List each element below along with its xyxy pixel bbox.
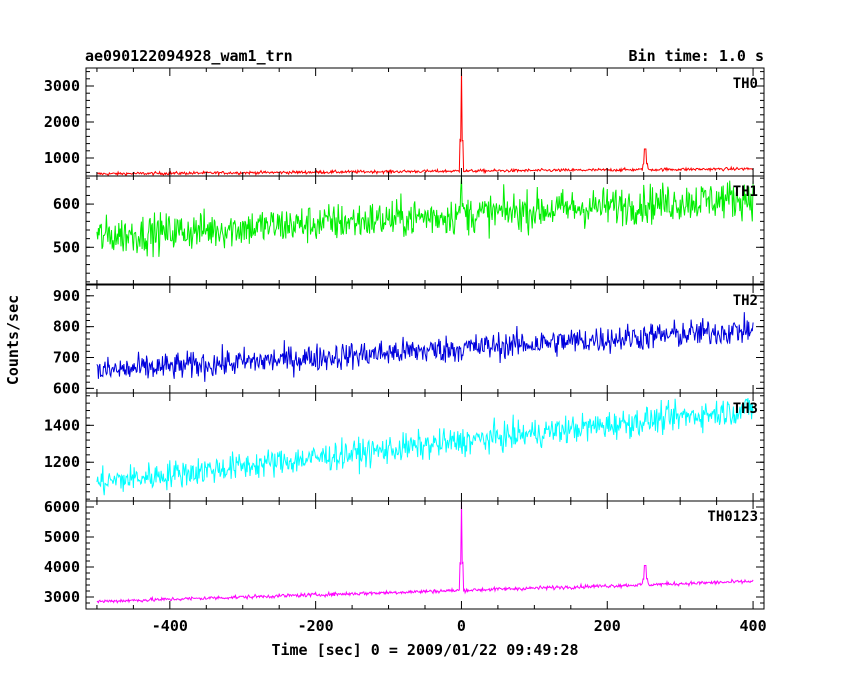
chart-subtitle: Bin time: 1.0 s: [629, 47, 764, 65]
y-tick-label: 600: [53, 379, 80, 397]
panel-th0123: 3000 4000 5000 6000 TH0123: [44, 498, 765, 610]
panel-frame: [85, 500, 765, 610]
panel-th3: 1200 1400 TH3: [44, 392, 765, 502]
panel-th2: 600 700 800 900 TH2: [53, 284, 765, 397]
x-tick-label: 0: [457, 617, 466, 635]
series-line-th1: [96, 176, 754, 258]
y-tick-label: 900: [53, 287, 80, 305]
y-tick-label: 800: [53, 318, 80, 336]
chart-title: ae090122094928_wam1_trn: [85, 47, 293, 65]
x-tick-label: -400: [152, 617, 188, 635]
panel-th0: 1000 2000 3000 TH0: [44, 67, 765, 177]
y-tick-label: 3000: [44, 588, 80, 606]
panel-label-th0: TH0: [733, 76, 758, 92]
series-line-th0123: [96, 501, 754, 604]
series-line-th3: [96, 397, 754, 496]
panel-label-th1: TH1: [733, 184, 758, 200]
y-tick-label: 5000: [44, 528, 80, 546]
y-tick-label: 1200: [44, 453, 80, 471]
y-axis-label: Counts/sec: [4, 295, 22, 385]
panel-label-th0123: TH0123: [707, 509, 758, 525]
panel-label-th2: TH2: [733, 293, 758, 309]
y-tick-label: 1400: [44, 416, 80, 434]
panel-frame: [85, 392, 765, 502]
y-tick-label: 4000: [44, 558, 80, 576]
y-tick-label: 600: [53, 195, 80, 213]
y-tick-label: 6000: [44, 498, 80, 516]
x-tick-label: -200: [298, 617, 334, 635]
y-tick-label: 3000: [44, 77, 80, 95]
x-tick-label: 200: [594, 617, 621, 635]
y-tick-label: 2000: [44, 113, 80, 131]
series-line-th2: [96, 312, 754, 382]
x-axis-label: Time [sec] 0 = 2009/01/22 09:49:28: [271, 641, 578, 659]
panel-label-th3: TH3: [733, 401, 758, 417]
panel-frame: [85, 67, 765, 177]
series-line-th0: [96, 68, 754, 176]
y-tick-label: 700: [53, 349, 80, 367]
x-tick-label: 400: [740, 617, 767, 635]
y-tick-label: 500: [53, 238, 80, 256]
panel-frame: [85, 284, 765, 394]
y-tick-label: 1000: [44, 149, 80, 167]
panel-th1: 500 600 TH1: [53, 175, 765, 285]
